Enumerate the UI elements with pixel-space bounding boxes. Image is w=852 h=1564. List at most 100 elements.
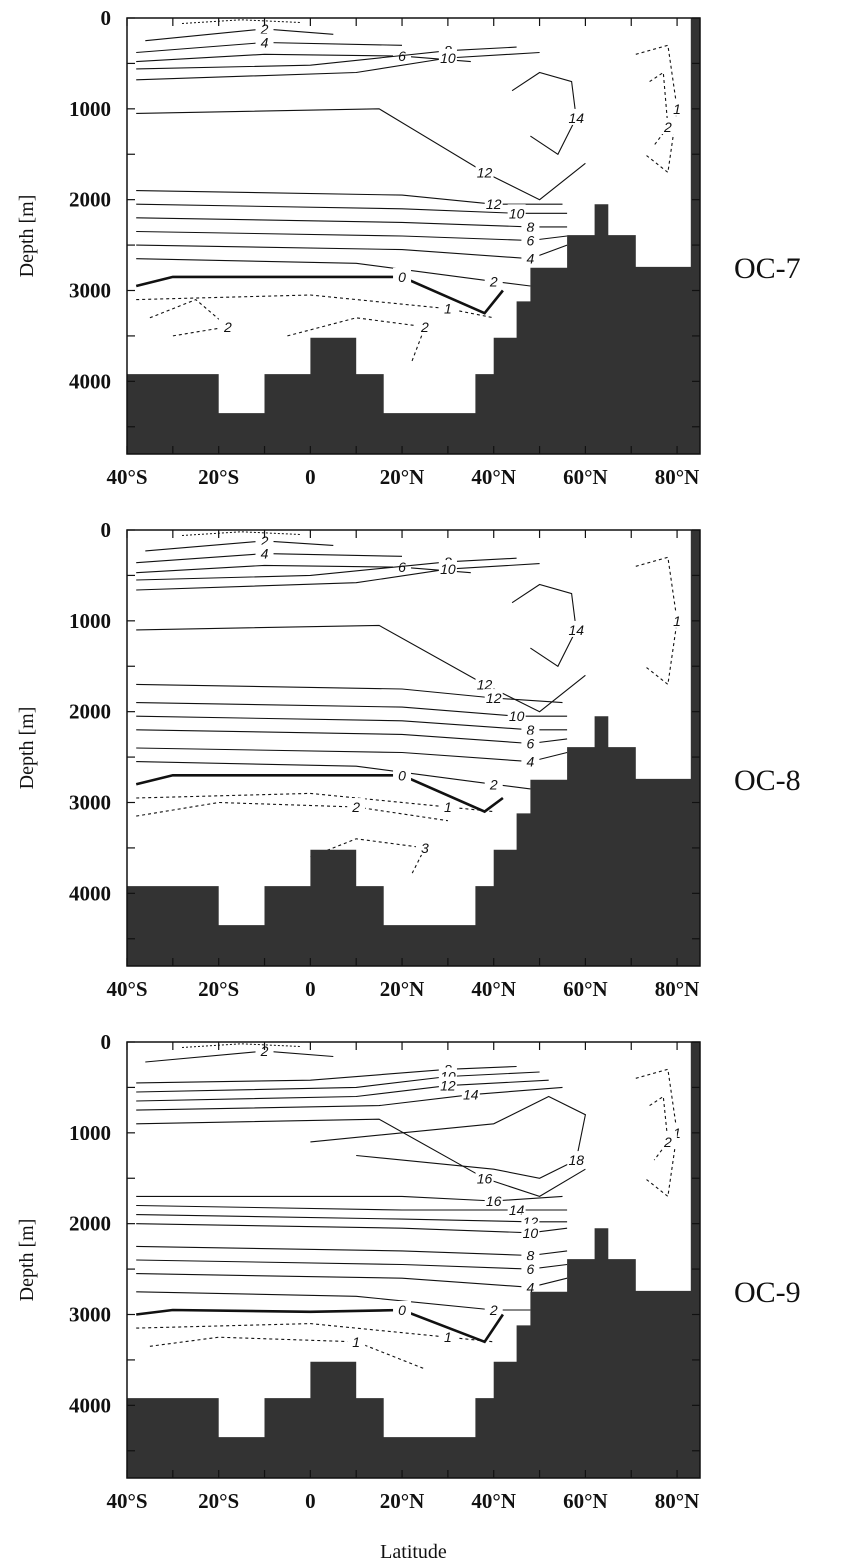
contour-label: 0 bbox=[398, 767, 406, 783]
x-tick-label: 0 bbox=[305, 977, 316, 1001]
positive-contour-18 bbox=[310, 1095, 587, 1179]
y-axis-title: Depth [m] bbox=[16, 195, 38, 278]
contour-label: 10 bbox=[523, 1225, 539, 1241]
positive-contour-6 bbox=[136, 53, 471, 63]
positive-contour-10 bbox=[136, 203, 568, 214]
contour-label: 2 bbox=[489, 1302, 498, 1318]
x-tick-label: 80°N bbox=[655, 977, 700, 1001]
positive-contour-8 bbox=[136, 217, 568, 228]
contour-label: 10 bbox=[440, 50, 456, 66]
contour-label: 8 bbox=[526, 1247, 534, 1263]
contour-label-bg bbox=[521, 1278, 540, 1295]
contour-label-bg bbox=[393, 1300, 412, 1317]
contour-label-bg bbox=[484, 1191, 503, 1208]
x-tick-label: 20°N bbox=[380, 1489, 425, 1513]
contour-label-bg bbox=[484, 272, 503, 289]
contour-label: 2 bbox=[663, 1134, 672, 1150]
contour-label-bg bbox=[347, 798, 366, 815]
contour-label: 4 bbox=[261, 546, 269, 562]
bathymetry bbox=[127, 1042, 700, 1478]
y-tick-label: 2000 bbox=[69, 188, 111, 212]
x-tick-label: 60°N bbox=[563, 1489, 608, 1513]
contour-label: 14 bbox=[568, 110, 584, 126]
y-axis-title: Depth [m] bbox=[16, 707, 38, 790]
contour-label: 12 bbox=[486, 690, 502, 706]
contour-label-bg bbox=[475, 1169, 494, 1186]
contour-label-bg bbox=[255, 19, 274, 36]
contour-label: 1 bbox=[673, 613, 681, 629]
positive-contour-12 bbox=[136, 1079, 549, 1102]
positive-contour-4 bbox=[136, 244, 568, 260]
contour-label-bg bbox=[521, 734, 540, 751]
contour-label: 2 bbox=[260, 533, 269, 549]
contour-label: 4 bbox=[261, 35, 269, 51]
contour-label: 4 bbox=[526, 1279, 534, 1295]
plot-frame bbox=[126, 529, 701, 967]
contour-label-bg bbox=[521, 752, 540, 769]
contour-label-bg bbox=[507, 707, 526, 724]
x-tick-label: 40°N bbox=[471, 1489, 516, 1513]
x-tick-label: 60°N bbox=[563, 465, 608, 489]
y-tick-label: 2000 bbox=[69, 700, 111, 724]
contour-label: 2 bbox=[420, 319, 429, 335]
contour-label: 10 bbox=[509, 205, 525, 221]
chart-panel-2: 2468101214121086421231040°S20°S020°N40°N… bbox=[16, 518, 801, 1001]
positive-contour-10 bbox=[136, 51, 540, 81]
contour-label-bg bbox=[415, 317, 434, 334]
contour-label: 12 bbox=[477, 676, 493, 692]
contour-label-bg bbox=[484, 689, 503, 706]
y-tick-label: 0 bbox=[101, 1030, 112, 1054]
positive-contour-12 bbox=[136, 1214, 568, 1223]
x-tick-label: 20°S bbox=[198, 1489, 239, 1513]
negative-contour-m2 bbox=[649, 1095, 669, 1161]
contour-label-bg bbox=[521, 249, 540, 266]
contour-label-bg bbox=[507, 204, 526, 221]
x-tick-label: 20°N bbox=[380, 465, 425, 489]
contour-label-bg bbox=[438, 48, 457, 65]
contour-label-bg bbox=[507, 1201, 526, 1218]
positive-contour-14 bbox=[136, 1086, 563, 1111]
contour-label: 14 bbox=[463, 1087, 479, 1103]
positive-contour-8 bbox=[136, 1245, 568, 1257]
positive-contour-4 bbox=[136, 1273, 568, 1288]
positive-contour-2 bbox=[136, 1291, 531, 1311]
panel-label: OC-9 bbox=[734, 1276, 801, 1309]
positive-contour-8 bbox=[136, 1065, 517, 1084]
contour-label: 14 bbox=[509, 1202, 525, 1218]
contour-label: 1 bbox=[444, 799, 452, 815]
x-tick-label: 80°N bbox=[655, 1489, 700, 1513]
y-tick-label: 0 bbox=[101, 518, 112, 542]
contour-label: 0 bbox=[398, 269, 406, 285]
plot-frame bbox=[126, 17, 701, 455]
bathymetry bbox=[127, 530, 700, 966]
positive-contour-6 bbox=[136, 564, 471, 574]
positive-contour-8 bbox=[136, 557, 517, 581]
contour-label: 10 bbox=[440, 561, 456, 577]
contour-label-bg bbox=[255, 531, 274, 548]
contour-label: 2 bbox=[260, 21, 269, 37]
contour-label: 3 bbox=[421, 840, 429, 856]
contour-label: 2 bbox=[489, 273, 498, 289]
contour-label: 16 bbox=[477, 1170, 493, 1186]
contour-label: 1 bbox=[352, 1334, 360, 1350]
x-axis-title: Latitude bbox=[380, 1541, 447, 1563]
contour-label: 4 bbox=[526, 251, 534, 267]
contour-label-bg bbox=[475, 163, 494, 180]
contour-label: 1 bbox=[673, 101, 681, 117]
y-tick-label: 4000 bbox=[69, 369, 111, 393]
y-tick-label: 3000 bbox=[69, 791, 111, 815]
contour-label-bg bbox=[438, 798, 457, 815]
positive-contour-6 bbox=[136, 230, 568, 242]
contour-label: 0 bbox=[398, 1302, 406, 1318]
plot-frame bbox=[126, 1041, 701, 1479]
negative-contour-m3 bbox=[310, 838, 426, 876]
contour-label-bg bbox=[484, 195, 503, 212]
y-tick-label: 1000 bbox=[69, 1121, 111, 1145]
positive-contour-8 bbox=[136, 46, 517, 70]
x-tick-label: 40°S bbox=[106, 1489, 147, 1513]
positive-contour-6 bbox=[136, 1259, 568, 1270]
positive-contour-8 bbox=[136, 715, 568, 731]
x-tick-label: 20°N bbox=[380, 977, 425, 1001]
contour-label: 1 bbox=[444, 301, 452, 317]
